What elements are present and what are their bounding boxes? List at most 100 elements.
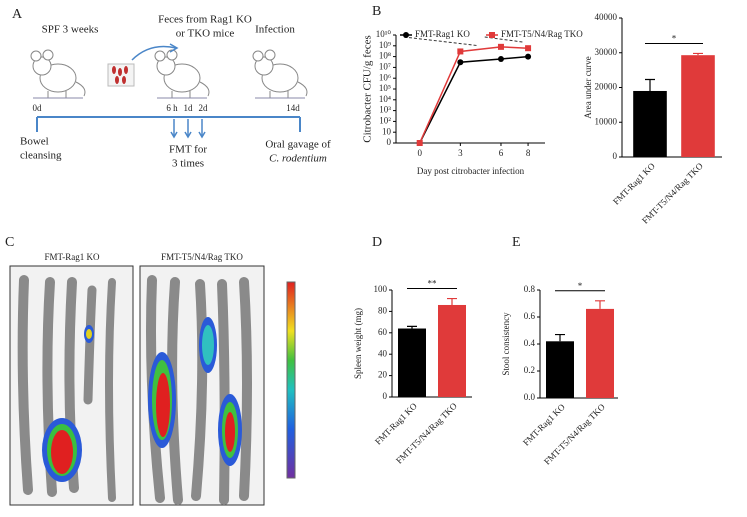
marker (525, 53, 532, 60)
marker (525, 45, 532, 52)
panel-label: E (512, 235, 521, 250)
mouse-icon (252, 49, 308, 99)
timepoint: 14d (286, 103, 300, 113)
note: C. rodentium (269, 153, 327, 165)
mouse-icon (30, 49, 86, 99)
panel-label: A (12, 7, 23, 22)
timepoint: 1d (184, 103, 194, 113)
error-bar (693, 52, 703, 56)
timepoint: 2d (199, 103, 209, 113)
y-tick-label: 40 (378, 348, 388, 358)
y-axis-label: Area under curve (583, 56, 593, 118)
y-tick-label: 0 (383, 391, 388, 401)
y-tick-label: 10¹⁰ (376, 29, 392, 39)
y-tick-label: 0.4 (524, 338, 536, 348)
section-label: Infection (255, 24, 295, 36)
bar (546, 341, 574, 398)
y-axis-label: Citrobacter CFU/g feces (362, 35, 374, 143)
x-tick-label: 0 (417, 148, 422, 158)
y-tick-label: 0 (387, 137, 392, 147)
series-line (419, 46, 529, 144)
section-label: Feces from Rag1 KO (158, 14, 252, 26)
note: 3 times (172, 158, 204, 170)
y-tick-label: 10³ (379, 105, 391, 115)
note: FMT for (169, 144, 207, 156)
feces-icon (107, 63, 135, 87)
y-tick-label: 0.2 (524, 365, 535, 375)
group-label: FMT-Rag1 KO (45, 252, 100, 262)
panel-label: C (5, 235, 14, 250)
significance-label: * (672, 34, 677, 44)
x-tick-label: FMT-Rag1 KO (611, 160, 657, 206)
panel-label: B (372, 4, 381, 19)
y-tick-label: 100 (374, 284, 388, 294)
bar (681, 55, 715, 158)
marker (416, 140, 423, 146)
section-label: SPF 3 weeks (42, 24, 99, 36)
panel-a: A SPF 3 weeks Feces from Rag1 KO or TKO … (12, 7, 331, 169)
x-tick-label: 3 (458, 148, 463, 158)
marker (497, 55, 504, 62)
timepoint: 0d (33, 103, 43, 113)
fmt-arrows (170, 119, 206, 139)
y-tick-label: 10⁶ (379, 72, 391, 82)
y-tick-label: 10⁵ (379, 83, 391, 93)
significance-label: * (578, 281, 583, 291)
y-tick-label: 0.8 (524, 284, 536, 294)
y-tick-label: 20000 (595, 82, 618, 92)
error-bar (595, 300, 605, 309)
arrow-head (169, 43, 179, 53)
transfer-arrow (131, 45, 177, 61)
heat-signal (42, 317, 242, 482)
error-bar (447, 297, 457, 305)
note: cleansing (20, 150, 62, 162)
note: Oral gavage of (265, 139, 331, 151)
error-bar (407, 325, 417, 329)
timeline (36, 116, 301, 132)
annotation-arrow (403, 36, 477, 46)
y-tick-label: 10⁷ (379, 61, 391, 71)
color-scale (286, 281, 296, 479)
note: Bowel (20, 136, 49, 148)
group-label: FMT-T5/N4/Rag TKO (161, 252, 243, 262)
y-tick-label: 10⁴ (379, 94, 391, 104)
y-tick-label: 0.6 (524, 311, 536, 321)
y-tick-label: 20 (378, 370, 388, 380)
legend-marker (489, 32, 495, 38)
legend-label: FMT-T5/N4/Rag TKO (501, 29, 583, 39)
y-tick-label: 0 (613, 151, 618, 161)
x-tick-label: 8 (526, 148, 531, 158)
series-line (419, 55, 529, 144)
mouse-icon (154, 49, 210, 99)
y-axis-label: Stool consistency (501, 312, 511, 376)
y-tick-label: 0.0 (524, 392, 536, 402)
y-tick-label: 80 (378, 305, 388, 315)
timepoint: 6 h (166, 103, 178, 113)
marker (457, 59, 464, 66)
legend-marker (403, 32, 409, 38)
y-tick-label: 10000 (595, 116, 618, 126)
y-tick-label: 10² (379, 115, 391, 125)
marker (457, 48, 464, 55)
significance-label: ** (428, 279, 438, 289)
marker (497, 43, 504, 50)
error-bar (645, 78, 655, 91)
error-bar (555, 333, 565, 342)
panel-label: D (372, 235, 382, 250)
y-tick-label: 10⁸ (379, 51, 391, 61)
y-tick-label: 40000 (595, 12, 618, 22)
panel-c: C FMT-Rag1 KO FMT-T5/N4/Rag TKO (5, 235, 296, 506)
x-tick-label: 6 (499, 148, 504, 158)
section-label: or TKO mice (176, 28, 235, 40)
bar (633, 90, 667, 157)
y-tick-label: 30000 (595, 47, 618, 57)
bar (586, 308, 614, 398)
y-axis-label: Spleen weight (mg) (353, 308, 363, 379)
y-tick-label: 60 (378, 327, 388, 337)
y-tick-label: 10⁹ (379, 40, 391, 50)
bar (398, 328, 426, 397)
bar (438, 304, 466, 397)
x-axis-label: Day post citrobacter infection (417, 166, 525, 176)
y-tick-label: 10 (382, 126, 392, 136)
